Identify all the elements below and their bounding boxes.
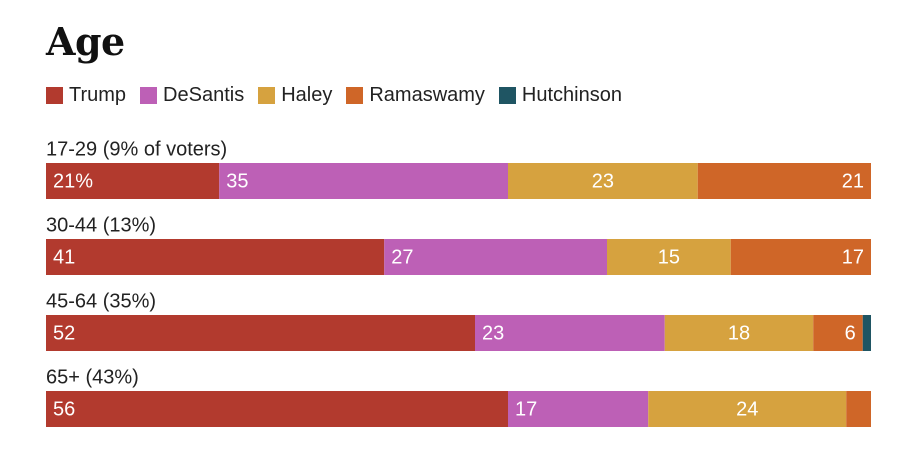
data-label-haley: 24 [736,398,758,420]
row-label: 45-64 (35%) [46,290,156,312]
legend-item-hutchinson: Hutchinson [498,83,622,107]
legend-swatch-haley [258,86,276,104]
legend-swatch-ramaswamy [346,86,364,104]
bar-segment-haley [508,163,698,199]
data-label-ramaswamy: 6 [845,322,856,344]
legend-swatch-desantis [140,86,158,104]
bar-segment-haley [648,391,847,427]
bar-segment-desantis [219,163,508,199]
legend: Trump DeSantis Haley Ramaswamy Hutchinso… [46,82,636,108]
data-label-desantis: 27 [391,246,413,268]
data-label-trump: 21% [53,170,93,192]
legend-item-haley: Haley [258,84,332,107]
legend-swatch-hutchinson [498,86,516,104]
bar-segment-ramaswamy [697,163,871,199]
data-label-desantis: 23 [482,322,504,344]
legend-item-ramaswamy: Ramaswamy [346,84,485,107]
bar-segment-ramaswamy [813,315,863,351]
data-label-haley: 18 [728,322,750,344]
legend-label-hutchinson: Hutchinson [521,83,622,106]
bar-segment-trump [46,315,475,351]
bar-segment-trump [46,239,385,275]
legend-label-ramaswamy: Ramaswamy [369,83,485,106]
bar-segment-trump [46,391,508,427]
data-label-trump: 52 [53,322,75,344]
legend-item-desantis: DeSantis [140,84,244,107]
data-label-trump: 56 [53,398,75,420]
legend-swatch-trump [46,86,63,104]
row-label: 30-44 (13%) [46,214,156,236]
bar-segment-haley [607,239,731,275]
data-label-desantis: 17 [515,398,537,420]
row-label: 65+ (43%) [46,366,139,388]
row-label: 17-29 (9% of voters) [46,138,227,160]
data-label-trump: 41 [53,246,75,268]
legend-label-desantis: DeSantis [163,83,245,106]
bar-segment-desantis [475,315,665,351]
bar-segment-haley [664,315,814,351]
bar-segment-ramaswamy [846,391,871,427]
data-label-desantis: 35 [226,170,248,192]
data-label-ramaswamy: 17 [842,246,864,268]
legend-label-trump: Trump [69,83,127,106]
bar-segment-desantis [384,239,607,275]
data-label-ramaswamy: 21 [842,170,864,192]
bar-segment-hutchinson [862,315,871,351]
legend-label-haley: Haley [281,83,333,106]
data-label-haley: 15 [658,246,680,268]
bar-segment-ramaswamy [730,239,871,275]
bar-segment-trump [46,163,220,199]
data-label-haley: 23 [592,170,614,192]
chart-title: Age [46,19,125,64]
legend-item-trump: Trump [46,84,126,107]
bar-segment-desantis [508,391,649,427]
